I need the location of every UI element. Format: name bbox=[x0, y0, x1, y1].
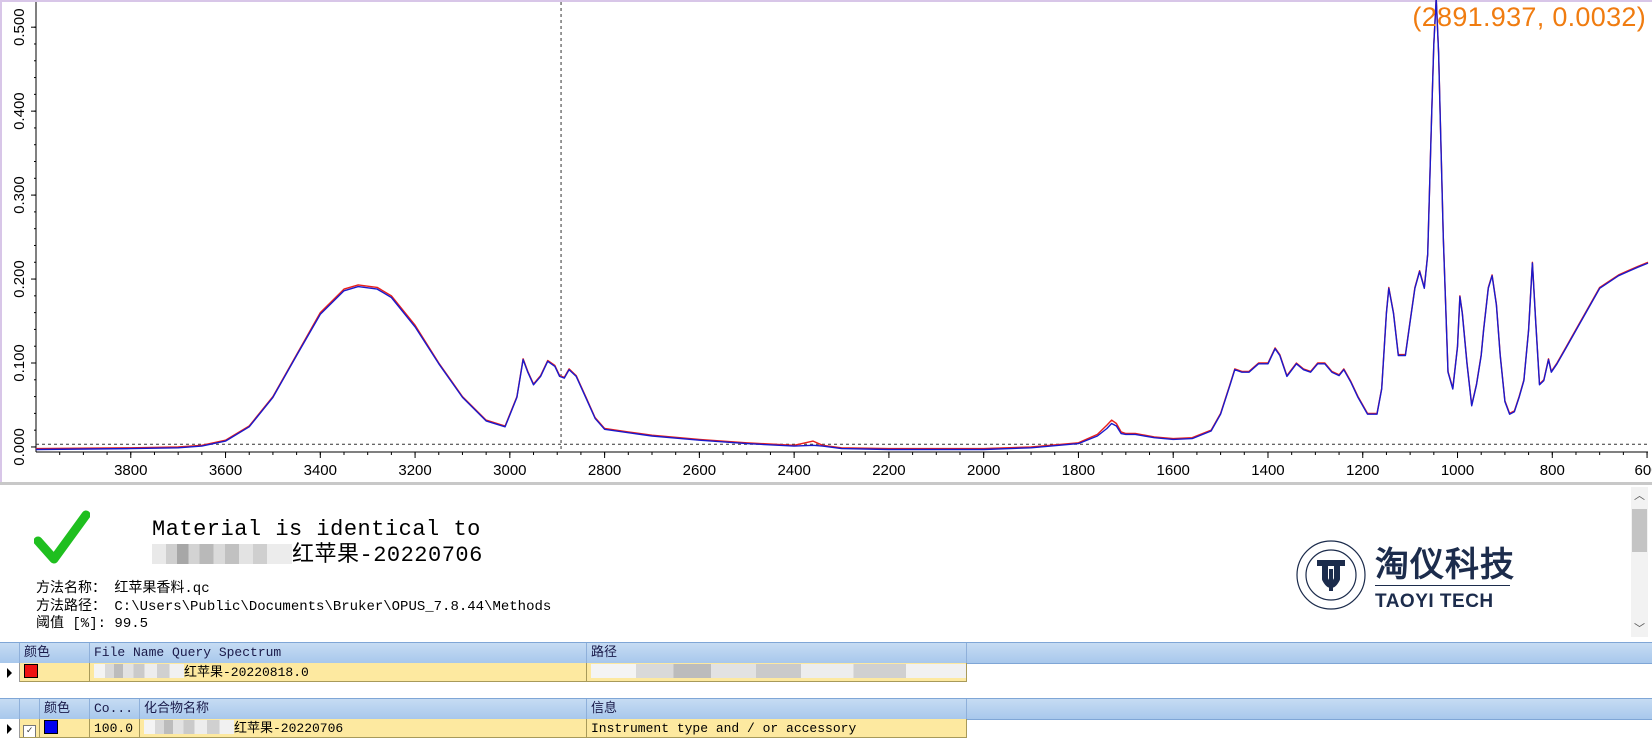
y-tick-label: 0.100 bbox=[11, 344, 28, 382]
red-color-swatch[interactable] bbox=[24, 664, 38, 678]
scroll-up-arrow-icon[interactable]: ︿ bbox=[1634, 489, 1645, 502]
chart-panel-divider[interactable] bbox=[0, 482, 1652, 485]
result-panel: Material is identical to 红苹果-20220706 方法… bbox=[0, 485, 1652, 641]
result-grid-corner bbox=[0, 699, 20, 719]
redacted-path-block bbox=[591, 664, 966, 678]
x-tick-label: 2000 bbox=[967, 462, 1000, 479]
x-tick-label: 2800 bbox=[588, 462, 621, 479]
query-spectrum-line bbox=[35, 0, 1649, 450]
result-compound-grid: 颜色 Co... 化合物名称 信息 ✓ 100.0 红苹果-20220706 I… bbox=[0, 698, 1652, 742]
x-tick-label: 1200 bbox=[1346, 462, 1379, 479]
threshold-label: 阈值 [%]: bbox=[36, 616, 107, 632]
y-tick-label: 0.500 bbox=[11, 8, 28, 46]
result-grid-header: 颜色 Co... 化合物名称 信息 bbox=[0, 698, 1652, 720]
logo-chinese-name: 淘仪科技 bbox=[1375, 545, 1515, 585]
spectrum-plot-area[interactable]: 0.000 0.100 0.200 0.300 0.400 0.500 3800 3600 34… bbox=[0, 0, 1652, 485]
result-title-line2: 红苹果-20220706 bbox=[152, 543, 483, 569]
x-tick-label: 1600 bbox=[1157, 462, 1190, 479]
result-row-info[interactable]: Instrument type and / or accessory bbox=[587, 719, 967, 738]
y-tick-label: 0.400 bbox=[11, 92, 28, 130]
result-col-correlation[interactable]: Co... bbox=[90, 699, 140, 719]
logo-emblem-icon bbox=[1296, 540, 1366, 610]
x-tick-label: 3400 bbox=[304, 462, 337, 479]
result-col-check[interactable] bbox=[20, 699, 40, 719]
query-col-file-name[interactable]: File Name Query Spectrum bbox=[90, 643, 587, 663]
result-title-line1: Material is identical to bbox=[152, 517, 481, 542]
result-col-compound-name[interactable]: 化合物名称 bbox=[140, 699, 587, 719]
result-row-compound-name[interactable]: 红苹果-20220706 bbox=[140, 719, 587, 738]
threshold-line: 阈值 [%]: 99.5 bbox=[36, 616, 551, 634]
y-tick-label: 0.300 bbox=[11, 176, 28, 214]
x-tick-label: 600 bbox=[1635, 462, 1652, 479]
result-col-info[interactable]: 信息 bbox=[587, 699, 967, 719]
x-tick-label: 1800 bbox=[1062, 462, 1095, 479]
method-name-label: 方法名称： bbox=[36, 581, 106, 597]
result-compound-text: 红苹果-20220706 bbox=[234, 721, 344, 736]
y-tick-label: 0.000 bbox=[11, 428, 28, 466]
reference-spectrum-line bbox=[35, 0, 1649, 451]
method-path-label: 方法路径： bbox=[36, 598, 106, 615]
redacted-name-block bbox=[94, 664, 184, 678]
green-checkmark-icon bbox=[34, 510, 90, 564]
row-pointer-icon bbox=[7, 724, 12, 734]
x-tick-label: 3600 bbox=[209, 462, 242, 479]
redacted-name-block bbox=[144, 720, 234, 734]
result-title: Material is identical to 红苹果-20220706 bbox=[152, 517, 483, 569]
window-left-border bbox=[0, 0, 2, 485]
taoyi-tech-logo: 淘仪科技 TAOYI TECH bbox=[1295, 535, 1515, 615]
blue-color-swatch[interactable] bbox=[44, 720, 58, 734]
result-col-color[interactable]: 颜色 bbox=[40, 699, 90, 719]
x-tick-label: 800 bbox=[1540, 462, 1565, 479]
x-tick-label: 1400 bbox=[1251, 462, 1284, 479]
result-row-check-cell[interactable]: ✓ bbox=[20, 719, 40, 738]
cursor-coordinate-readout: (2891.937, 0.0032) bbox=[1412, 2, 1646, 32]
result-panel-scrollbar[interactable]: ︿ ﹀ bbox=[1631, 487, 1648, 637]
query-file-name-text: 红苹果-20220818.0 bbox=[184, 665, 309, 680]
logo-divider bbox=[1375, 585, 1510, 586]
query-spectrum-grid: 颜色 File Name Query Spectrum 路径 红苹果-20220… bbox=[0, 642, 1652, 692]
query-row-path[interactable] bbox=[587, 663, 967, 682]
x-tick-label: 3800 bbox=[114, 462, 147, 479]
scroll-down-arrow-icon[interactable]: ﹀ bbox=[1634, 622, 1645, 635]
row-selector[interactable] bbox=[0, 663, 20, 682]
query-col-path[interactable]: 路径 bbox=[587, 643, 967, 663]
x-tick-label: 2200 bbox=[872, 462, 905, 479]
query-grid-corner bbox=[0, 643, 20, 663]
query-col-color[interactable]: 颜色 bbox=[20, 643, 90, 663]
window-top-border bbox=[0, 0, 1652, 2]
spectrum-chart[interactable]: 0.000 0.100 0.200 0.300 0.400 0.500 3800 3600 34… bbox=[0, 0, 1652, 485]
query-row-file-name[interactable]: 红苹果-20220818.0 bbox=[90, 663, 587, 682]
threshold-value: 99.5 bbox=[114, 616, 149, 632]
method-path-value: C:\Users\Public\Documents\Bruker\OPUS_7.… bbox=[114, 598, 552, 615]
x-tick-label: 2400 bbox=[777, 462, 810, 479]
x-tick-label: 3200 bbox=[398, 462, 431, 479]
row-pointer-icon bbox=[7, 668, 12, 678]
query-row-color-cell[interactable] bbox=[20, 663, 90, 682]
logo-english-name: TAOYI TECH bbox=[1375, 591, 1494, 612]
method-path-line: 方法路径： C:\Users\Public\Documents\Bruker\O… bbox=[36, 599, 551, 617]
x-tick-label: 3000 bbox=[493, 462, 526, 479]
row-selector[interactable] bbox=[0, 719, 20, 738]
scrollbar-thumb[interactable] bbox=[1632, 509, 1647, 552]
x-tick-label: 2600 bbox=[683, 462, 716, 479]
x-tick-label: 1000 bbox=[1441, 462, 1474, 479]
row-visible-checkbox[interactable]: ✓ bbox=[23, 725, 36, 737]
result-row-color-cell[interactable] bbox=[40, 719, 90, 738]
method-info: 方法名称： 红苹果香料.qc 方法路径： C:\Users\Public\Doc… bbox=[36, 581, 551, 634]
result-compound-name: 红苹果-20220706 bbox=[292, 543, 483, 568]
result-row-correlation[interactable]: 100.0 bbox=[90, 719, 140, 738]
method-name-line: 方法名称： 红苹果香料.qc bbox=[36, 581, 551, 599]
y-tick-label: 0.200 bbox=[11, 260, 28, 298]
query-grid-header: 颜色 File Name Query Spectrum 路径 bbox=[0, 642, 1652, 664]
method-name-value: 红苹果香料.qc bbox=[114, 581, 210, 597]
redacted-name-block bbox=[152, 544, 292, 564]
